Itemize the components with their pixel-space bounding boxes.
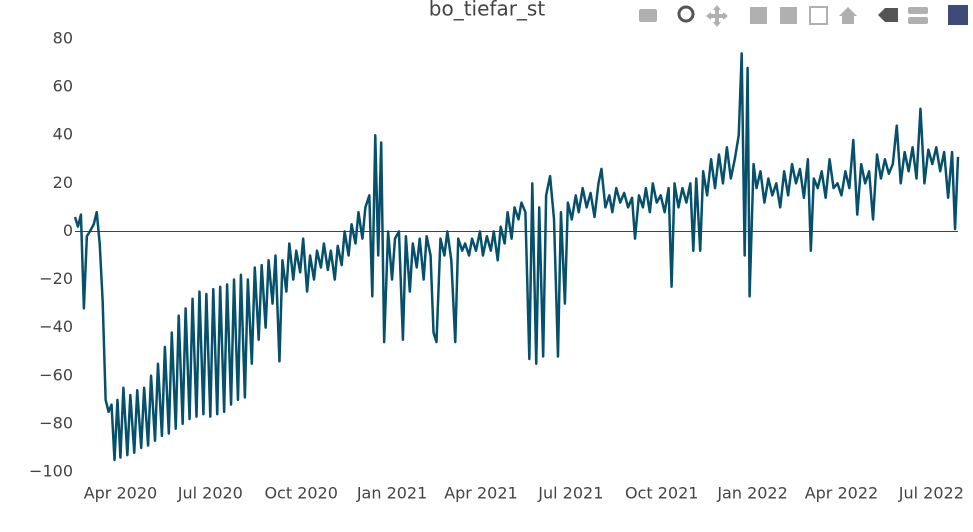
x-tick-label: Apr 2021 bbox=[444, 484, 517, 503]
y-tick-label: −80 bbox=[39, 413, 73, 432]
spike-button[interactable] bbox=[878, 8, 898, 22]
x-tick-label: Apr 2020 bbox=[84, 484, 157, 503]
x-tick-label: Jul 2021 bbox=[537, 484, 603, 503]
y-tick-label: 80 bbox=[53, 29, 73, 48]
zoom-out-button[interactable] bbox=[780, 7, 797, 24]
hover-compare-button[interactable] bbox=[908, 17, 928, 24]
hover-closest-button[interactable] bbox=[908, 7, 928, 14]
x-tick-label: Jul 2020 bbox=[177, 484, 243, 503]
camera-button[interactable] bbox=[639, 9, 657, 22]
y-tick-label: 0 bbox=[63, 221, 73, 240]
y-tick-label: −20 bbox=[39, 269, 73, 288]
reset-button[interactable] bbox=[839, 7, 857, 24]
autoscale-button[interactable] bbox=[809, 6, 828, 25]
y-tick-label: −60 bbox=[39, 365, 73, 384]
plotly-logo[interactable] bbox=[948, 5, 968, 25]
y-tick-label: −40 bbox=[39, 317, 73, 336]
pan-button[interactable] bbox=[706, 5, 728, 27]
x-tick-label: Apr 2022 bbox=[805, 484, 878, 503]
zoom-button[interactable] bbox=[677, 5, 695, 23]
zoom-in-button[interactable] bbox=[750, 7, 767, 24]
data-line bbox=[73, 52, 960, 462]
modebar bbox=[639, 5, 968, 27]
y-tick-label: 60 bbox=[53, 77, 73, 96]
x-tick-label: Jan 2021 bbox=[356, 484, 427, 503]
x-tick-label: Oct 2020 bbox=[264, 484, 337, 503]
y-tick-label: 40 bbox=[53, 125, 73, 144]
x-tick-label: Oct 2021 bbox=[625, 484, 698, 503]
x-tick-label: Jul 2022 bbox=[898, 484, 964, 503]
x-tick-label: Jan 2022 bbox=[716, 484, 787, 503]
y-tick-label: −100 bbox=[29, 462, 73, 481]
y-tick-label: 20 bbox=[53, 173, 73, 192]
chart-title: bo_tiefar_st bbox=[429, 0, 546, 21]
